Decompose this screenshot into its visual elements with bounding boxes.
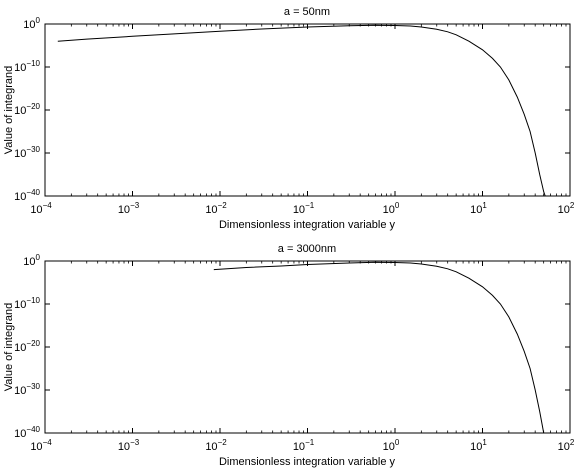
x-tick-label: 10−1 [293, 438, 315, 453]
x-axis-label: Dimensionless integration variable y [219, 456, 396, 468]
x-tick-label: 10−4 [30, 201, 52, 216]
x-tick-label: 10−3 [118, 438, 140, 453]
x-tick-label: 10−2 [205, 201, 227, 216]
x-tick-label: 10−3 [118, 201, 140, 216]
x-tick-label: 102 [558, 201, 575, 216]
y-tick-label: 10−40 [14, 188, 40, 203]
series-line [213, 261, 545, 434]
x-tick-label: 10−2 [205, 438, 227, 453]
y-tick-label: 10−10 [14, 59, 40, 74]
x-tick-label: 10−4 [30, 438, 52, 453]
x-tick-label: 101 [470, 201, 487, 216]
y-axis-ticks: 100 10−10 10−20 10−30 10−40 [14, 253, 570, 440]
y-tick-label: 10−10 [14, 296, 40, 311]
y-tick-label: 10−20 [14, 102, 40, 117]
series-line [57, 24, 546, 197]
y-tick-label: 100 [23, 253, 40, 268]
y-axis-ticks: 100 10−10 10−20 10−30 10−40 [14, 16, 570, 203]
plot-area [44, 260, 571, 434]
x-tick-label: 100 [383, 438, 400, 453]
y-tick-label: 100 [23, 16, 40, 31]
x-tick-label: 10−1 [293, 201, 315, 216]
chart-title: a = 50nm [284, 6, 330, 18]
x-tick-label: 102 [558, 438, 575, 453]
x-tick-label: 100 [383, 201, 400, 216]
y-tick-label: 10−20 [14, 339, 40, 354]
y-tick-label: 10−30 [14, 382, 40, 397]
y-axis-label: Value of integrand [3, 66, 15, 154]
x-axis-ticks: 10−4 10−3 10−2 10−1 100 101 102 [30, 261, 575, 453]
chart-title: a = 3000nm [278, 243, 336, 255]
chart-panel-a50nm: a = 50nm 10−4 10−3 10−2 10−1 100 101 102 10010… [3, 6, 575, 231]
y-axis-label: Value of integrand [3, 303, 15, 391]
x-axis-ticks: 10−4 10−3 10−2 10−1 100 101 102 [30, 24, 575, 216]
y-tick-label: 10−30 [14, 145, 40, 160]
y-tick-label: 10−40 [14, 425, 40, 440]
x-tick-label: 101 [470, 438, 487, 453]
chart-panel-a3000nm: a = 3000nm 10−4 10−3 10−2 10−1 100 101 102 100… [3, 243, 575, 468]
x-axis-label: Dimensionless integration variable y [219, 219, 396, 231]
plot-area [44, 23, 571, 197]
